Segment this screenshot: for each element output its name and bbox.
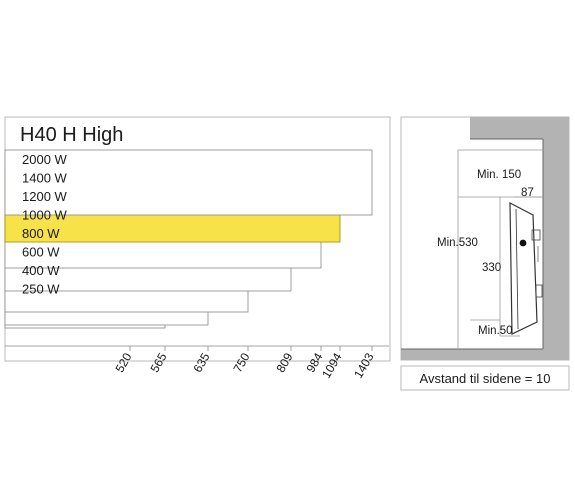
bar-label: 600 W [22, 245, 60, 260]
wall-bracket-bottom [535, 284, 543, 298]
caption-text: Avstand til sidene = 10 [420, 371, 551, 386]
control-knob-dot [519, 239, 527, 247]
installation-side-view: Min. 150 87 Min.530 330 Min.50 [400, 116, 570, 361]
floor [401, 349, 569, 360]
wall-bracket-top [531, 229, 541, 241]
caption-box [400, 365, 570, 391]
bar-label: 2000 W [22, 152, 68, 167]
side-view-panel [400, 116, 570, 361]
bar-label: 1400 W [22, 171, 68, 186]
min-150-label: Min. 150 [477, 169, 521, 181]
heater-size-bars: 2000 W 1400 W 1200 W 1000 W 800 W 600 W 400 W 2… [4, 149, 373, 329]
min-50-label: Min.50 [478, 325, 513, 337]
dim-87-label: 87 [521, 187, 534, 199]
bar-label: 250 W [22, 282, 60, 297]
bar-label: 400 W [22, 263, 60, 278]
heater-profile [509, 202, 538, 335]
bar-label: 1200 W [22, 189, 68, 204]
chart-title: H40 H High [20, 124, 123, 146]
bar-label: 1000 W [22, 208, 68, 223]
wall [543, 117, 569, 360]
bar-2000w [4, 149, 373, 216]
dim-330-label: 330 [482, 262, 501, 274]
min-530-label: Min.530 [437, 237, 478, 249]
ceiling [470, 117, 569, 139]
bar-label: 800 W [22, 226, 60, 241]
